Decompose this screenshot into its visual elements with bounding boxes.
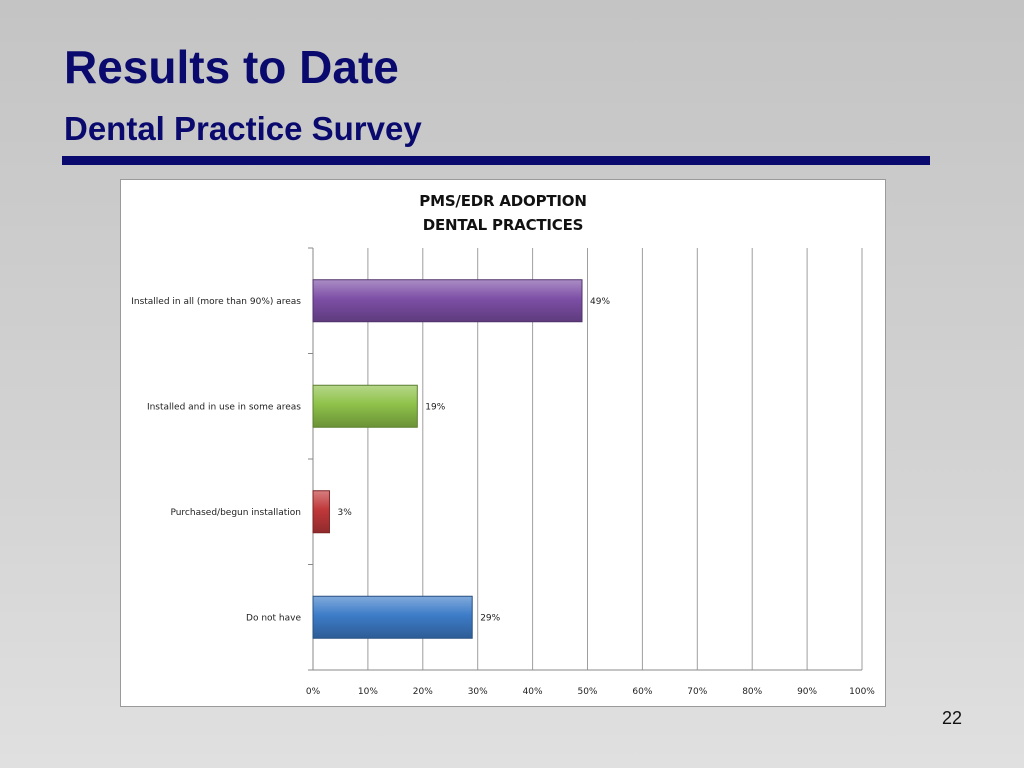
- bar: [312, 279, 583, 323]
- bar: [312, 490, 330, 534]
- x-tick-label: 80%: [742, 687, 762, 697]
- chart-title-line-1: PMS/EDR ADOPTION: [419, 192, 587, 210]
- x-tick-label: 10%: [358, 687, 378, 697]
- bar: [312, 595, 473, 639]
- x-tick-label: 50%: [577, 687, 597, 697]
- x-tick-label: 40%: [523, 687, 543, 697]
- category-label: Installed in all (more than 90%) areas: [131, 297, 301, 307]
- chart-title-line-2: DENTAL PRACTICES: [422, 216, 584, 234]
- slide-title: Results to Date: [64, 41, 399, 93]
- x-tick-label: 90%: [797, 687, 817, 697]
- page-number: 22: [941, 708, 962, 728]
- x-tick-label: 70%: [687, 687, 707, 697]
- x-tick-label: 20%: [413, 687, 433, 697]
- slide-subtitle: Dental Practice Survey: [64, 110, 422, 147]
- value-label: 49%: [590, 297, 610, 307]
- x-tick-label: 100%: [849, 687, 875, 697]
- value-label: 19%: [425, 402, 445, 412]
- value-label: 29%: [480, 613, 500, 623]
- value-label: 3%: [337, 508, 352, 518]
- category-label: Installed and in use in some areas: [147, 402, 301, 412]
- bar-chart: 0% 10% 20% 30% 40% 50% 60% 70% 80% 90% 100% Install…: [131, 247, 875, 697]
- bar: [312, 384, 418, 428]
- category-label: Do not have: [246, 613, 301, 623]
- title-divider: [62, 156, 930, 165]
- category-label: Purchased/begun installation: [170, 508, 301, 518]
- chart-frame: PMS/EDR ADOPTION DENTAL PRACTICES 0% 10% 2…: [120, 179, 886, 707]
- x-tick-label: 60%: [632, 687, 652, 697]
- x-tick-label: 30%: [468, 687, 488, 697]
- x-tick-label: 0%: [306, 687, 321, 697]
